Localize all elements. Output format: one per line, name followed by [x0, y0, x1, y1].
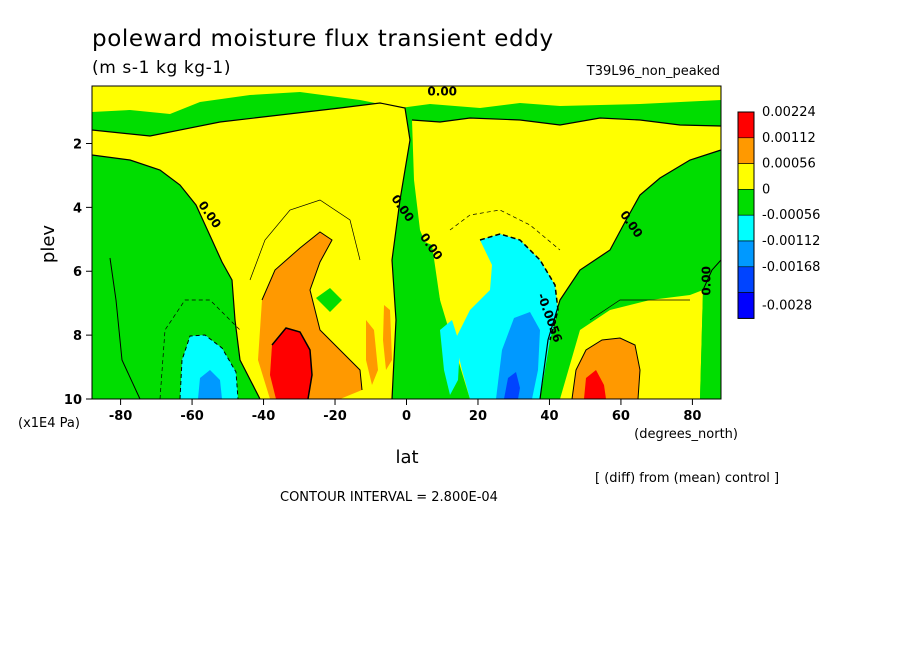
contour-orange-south	[261, 231, 363, 391]
x-tick-label: -80	[109, 409, 133, 424]
y-tick-label: 2	[73, 137, 82, 152]
legend-level-label: -0.00168	[762, 260, 820, 275]
contour-nh-high	[702, 259, 722, 291]
y-tick-label: 4	[73, 201, 82, 216]
fill-yellow-south	[92, 103, 410, 399]
legend-level-label: 0.00224	[762, 105, 816, 120]
x-axis-label: lat	[395, 447, 418, 468]
x-tick-label: 0	[402, 409, 411, 424]
fill-red-south	[270, 328, 312, 399]
x-tick-label: -60	[180, 409, 204, 424]
y-axis-label: plev	[38, 225, 59, 264]
x-tick-label: 40	[540, 409, 558, 424]
x-tick-label: -20	[323, 409, 347, 424]
contour-zero-sh	[91, 154, 261, 400]
fill-orange-strip-2	[383, 305, 392, 370]
y-tick-label: 6	[73, 265, 82, 280]
fill-yellow-top	[92, 86, 721, 114]
contour-zero-top	[411, 117, 722, 127]
contour-label: 0.00	[427, 85, 457, 99]
contour-zero-north	[539, 149, 722, 400]
contour-thin-south	[249, 199, 361, 281]
fill-green-nh-high	[700, 260, 721, 399]
y-tick-label: 10	[64, 393, 82, 408]
fill-orange-strip-1	[366, 320, 378, 385]
chart-units: (m s-1 kg kg-1)	[92, 58, 231, 78]
contour-orange-north	[571, 337, 641, 400]
x-tick-label: -40	[252, 409, 276, 424]
contour-cyan-south	[179, 334, 239, 400]
contour-label: 0.00	[699, 266, 713, 296]
fill-green-blob-s	[316, 288, 342, 312]
fill-red-north	[584, 370, 606, 399]
contour-fill-group	[92, 86, 721, 399]
x-tick-label: 60	[612, 409, 630, 424]
legend-level-label: -0.00056	[762, 208, 820, 223]
legend-level-label: 0	[762, 182, 770, 197]
contour-red-south	[271, 327, 313, 400]
y-axis: 2 4 6 8 10	[64, 137, 92, 408]
contour-interval: CONTOUR INTERVAL = 2.800E-04	[280, 490, 498, 505]
contour-sh-high	[109, 257, 141, 400]
legend-swatch	[737, 163, 755, 190]
contour-dash-south	[159, 299, 241, 400]
fill-green-sh-high	[92, 258, 140, 399]
legend-swatch	[737, 214, 755, 242]
contour-cyan-north	[479, 233, 559, 341]
contour-dash-north	[449, 209, 561, 251]
fill-cyan-eq	[440, 320, 460, 395]
legend-swatch	[737, 292, 755, 319]
fill-cyan-south	[180, 335, 238, 399]
x-axis: -80 -60 -40 -20 0 20 40 60 80	[109, 399, 701, 424]
legend-swatch	[737, 189, 755, 216]
legend-swatch	[737, 266, 755, 293]
fill-green-strip-eq	[398, 230, 416, 399]
legend-level-label: -0.0028	[762, 299, 812, 314]
x-tick-label: 80	[683, 409, 701, 424]
fill-blue-north	[496, 312, 540, 399]
x-axis-units: (degrees_north)	[634, 427, 738, 442]
color-legend: 0.00224 0.00112 0.00056 0 -0.00056 -0.00112 -0…	[737, 105, 820, 319]
y-axis-units: (x1E4 Pa)	[18, 416, 80, 431]
comparison-note: [ (diff) from (mean) control ]	[595, 471, 779, 486]
x-tick-label: 20	[469, 409, 487, 424]
legend-level-label: 0.00112	[762, 131, 816, 146]
fill-darkblue-north	[504, 372, 520, 399]
fill-green-strip-1	[420, 240, 446, 399]
legend-level-label: 0.00056	[762, 157, 816, 172]
legend-level-label: -0.00112	[762, 234, 820, 249]
legend-swatch	[737, 137, 755, 164]
contour-zero-south	[91, 102, 411, 400]
run-label: T39L96_non_peaked	[586, 64, 720, 79]
contour-lines	[91, 102, 722, 400]
legend-frame	[737, 111, 755, 319]
fill-blue-south	[198, 370, 222, 399]
chart-title: poleward moisture flux transient eddy	[92, 26, 554, 52]
contour-thin-north	[589, 299, 690, 321]
legend-swatch	[737, 240, 755, 268]
y-tick-label: 8	[73, 329, 82, 344]
legend-swatch	[737, 111, 755, 139]
